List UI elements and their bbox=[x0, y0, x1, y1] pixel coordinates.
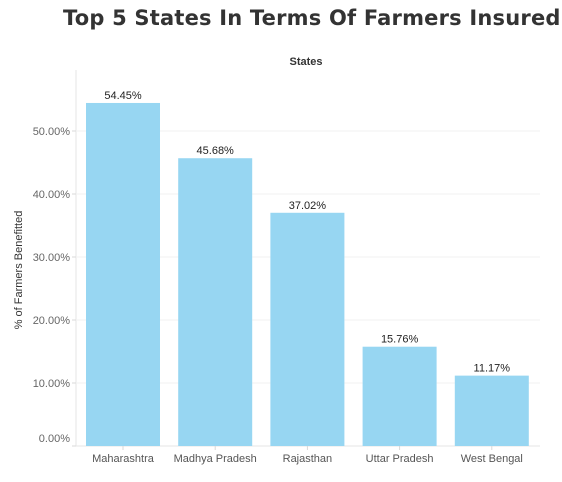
chart-title: Top 5 States In Terms Of Farmers Insured bbox=[63, 6, 561, 30]
x-tick-label: Rajasthan bbox=[283, 453, 333, 465]
bar bbox=[178, 158, 253, 446]
data-label: 54.45% bbox=[104, 90, 142, 102]
x-tick-label: Uttar Pradesh bbox=[366, 453, 434, 465]
y-axis-label: % of Farmers Benefitted bbox=[13, 211, 25, 330]
y-tick-label: 0.00% bbox=[39, 433, 70, 445]
data-label: 11.17% bbox=[474, 363, 511, 375]
x-tick-label: West Bengal bbox=[461, 453, 523, 465]
data-label: 37.02% bbox=[289, 200, 327, 212]
x-tick-label: Maharashtra bbox=[92, 453, 155, 465]
bar bbox=[270, 212, 345, 446]
y-tick-label: 40.00% bbox=[33, 189, 71, 201]
y-tick-label: 10.00% bbox=[33, 378, 71, 390]
column-header: States bbox=[289, 56, 322, 68]
y-tick-label: 50.00% bbox=[33, 126, 71, 138]
bar bbox=[454, 375, 529, 446]
data-label: 45.68% bbox=[197, 145, 235, 157]
data-label: 15.76% bbox=[381, 334, 419, 346]
x-tick-label: Madhya Pradesh bbox=[174, 453, 257, 465]
bar bbox=[362, 346, 437, 446]
y-tick-label: 30.00% bbox=[33, 252, 71, 264]
bar bbox=[86, 102, 160, 446]
y-tick-label: 20.00% bbox=[33, 315, 71, 327]
